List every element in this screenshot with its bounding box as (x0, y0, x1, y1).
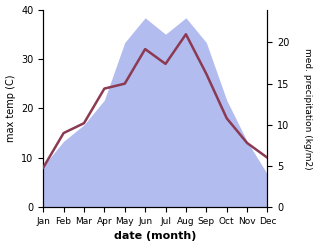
X-axis label: date (month): date (month) (114, 231, 197, 242)
Y-axis label: med. precipitation (kg/m2): med. precipitation (kg/m2) (303, 48, 313, 169)
Y-axis label: max temp (C): max temp (C) (5, 75, 16, 142)
